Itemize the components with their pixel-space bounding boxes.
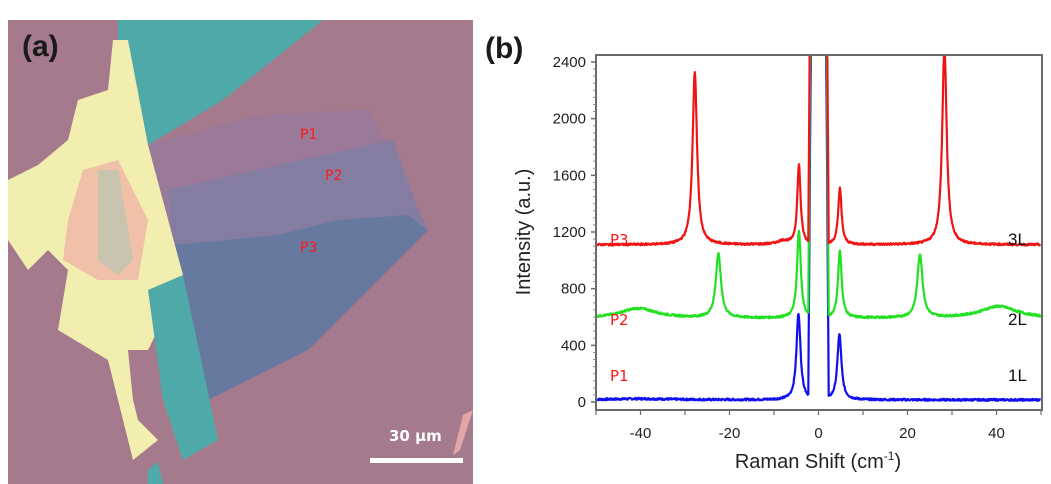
grey-flake: [98, 170, 133, 275]
panel-a-label: (a): [22, 30, 59, 63]
y-tick-label: 1600: [553, 167, 586, 184]
y-tick-label: 2400: [553, 54, 586, 71]
point-p1-label: P1: [300, 127, 318, 143]
series-line-p1: [825, 54, 1042, 402]
y-tick-label: 1200: [553, 224, 586, 241]
x-axis-title-sup: -1: [884, 449, 895, 463]
scale-bar-label: 30 µm: [389, 427, 442, 445]
x-axis: -40 -20 0 20 40: [595, 410, 1042, 442]
micrograph-image: [8, 20, 473, 484]
series-line-p3: [825, 53, 1042, 247]
layer-label-1l: 1L: [1008, 366, 1027, 385]
panel-b-label: (b): [485, 32, 524, 65]
optical-micrograph: [8, 20, 473, 484]
x-tick-label: 0: [814, 425, 822, 442]
y-tick-label: 400: [561, 337, 586, 354]
layer-label-3l: 3L: [1008, 230, 1027, 249]
teal-flake-top: [118, 20, 323, 145]
y-tick-label: 2000: [553, 111, 586, 128]
series-line-p1: [595, 54, 812, 402]
x-tick-label: -20: [719, 425, 741, 442]
layer-label-2l: 2L: [1008, 310, 1027, 329]
series-label-p3: P3: [610, 231, 629, 249]
scale-bar: [370, 458, 463, 463]
x-axis-title-main: Raman Shift (cm: [735, 451, 884, 473]
series-line-p2: [595, 53, 812, 320]
y-axis-title: Intensity (a.u.): [513, 169, 535, 296]
x-axis-title: Raman Shift (cm-1): [735, 449, 901, 473]
y-axis: 0 400 800 1200 1600 2000 2400: [553, 54, 596, 411]
series-line-p2: [825, 53, 1042, 320]
y-tick-label: 800: [561, 281, 586, 298]
pink-fragment: [453, 410, 473, 455]
plot-frame: [595, 54, 1043, 411]
teal-flake-bottom: [148, 275, 218, 460]
y-tick-label: 0: [578, 394, 586, 411]
series-line-p3: [595, 53, 812, 247]
layer-region-3: [173, 215, 428, 400]
series-labels: P1 1L P2 2L P3 3L: [610, 230, 1027, 385]
teal-fragment: [148, 462, 163, 484]
point-p3-label: P3: [300, 240, 318, 256]
series-label-p1: P1: [610, 367, 629, 385]
x-tick-label: -40: [630, 425, 652, 442]
x-tick-label: 20: [899, 425, 916, 442]
series-label-p2: P2: [610, 311, 629, 329]
point-p2-label: P2: [325, 168, 343, 184]
x-axis-title-end: ): [894, 451, 901, 473]
x-tick-label: 40: [988, 425, 1005, 442]
series-layer: [595, 53, 1042, 402]
